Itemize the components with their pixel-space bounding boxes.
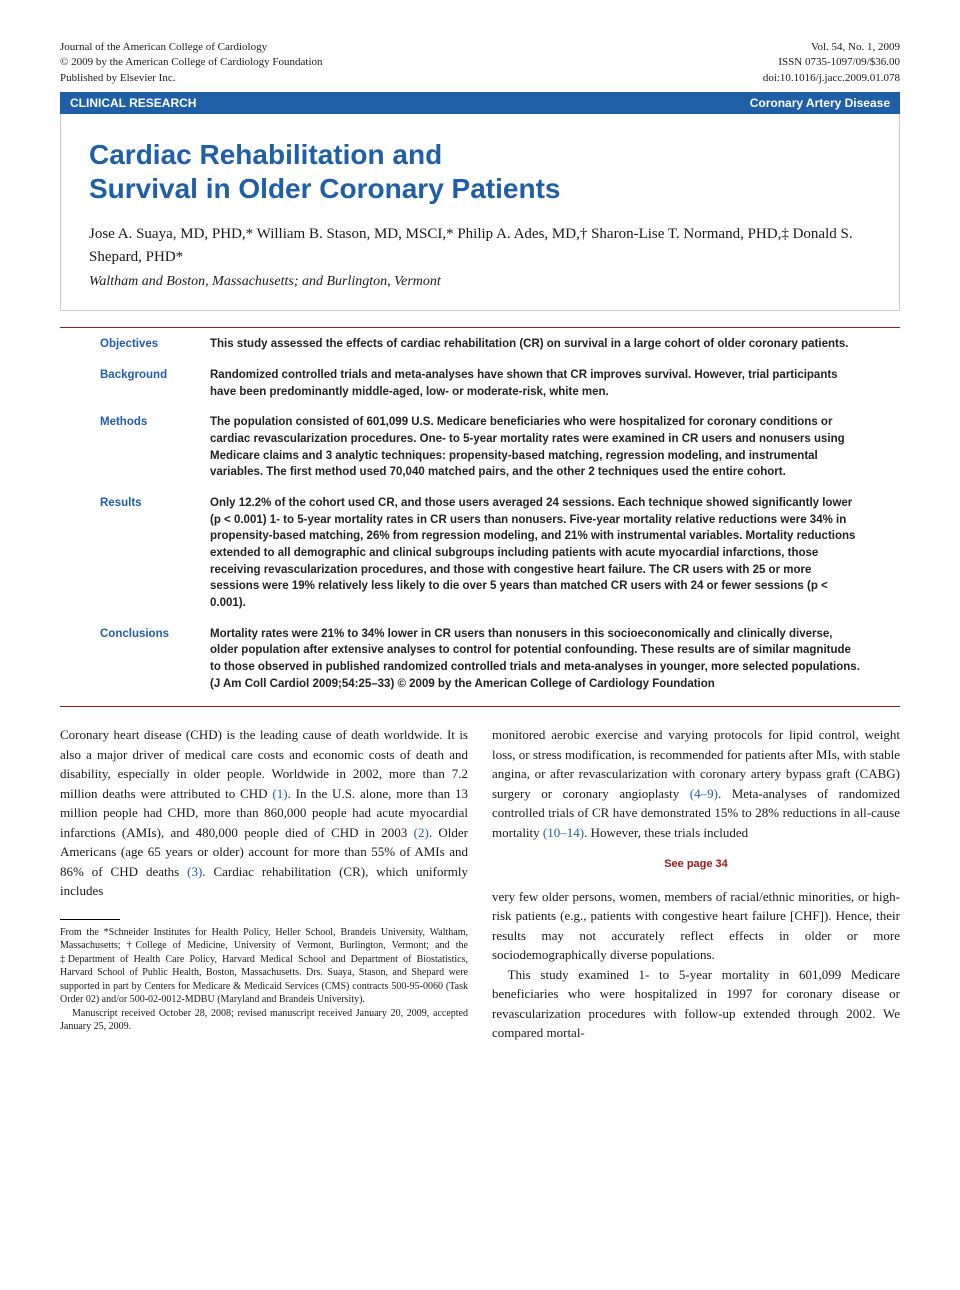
copyright-line: © 2009 by the American College of Cardio… xyxy=(60,55,323,70)
doi-line: doi:10.1016/j.jacc.2009.01.078 xyxy=(763,71,900,86)
ref-link[interactable]: (1) xyxy=(272,786,287,801)
article-title: Cardiac Rehabilitation and Survival in O… xyxy=(89,138,871,205)
masthead: Journal of the American College of Cardi… xyxy=(60,40,900,86)
divider-bottom xyxy=(60,706,900,707)
title-line-2: Survival in Older Coronary Patients xyxy=(89,173,560,204)
abstract-text: Only 12.2% of the cohort used CR, and th… xyxy=(210,495,860,612)
section-left: CLINICAL RESEARCH xyxy=(70,96,196,110)
body-paragraph: very few older persons, women, members o… xyxy=(492,887,900,965)
abstract-label: Background xyxy=(100,367,210,400)
journal-info: Journal of the American College of Cardi… xyxy=(60,40,323,86)
column-left: Coronary heart disease (CHD) is the lead… xyxy=(60,725,468,1043)
body-paragraph: Coronary heart disease (CHD) is the lead… xyxy=(60,725,468,901)
body-paragraph: This study examined 1- to 5-year mortali… xyxy=(492,965,900,1043)
title-panel: Cardiac Rehabilitation and Survival in O… xyxy=(60,114,900,311)
abstract-objectives: Objectives This study assessed the effec… xyxy=(100,336,860,353)
footnote-divider xyxy=(60,919,120,920)
publisher-line: Published by Elsevier Inc. xyxy=(60,71,323,86)
abstract-label: Methods xyxy=(100,414,210,481)
journal-name: Journal of the American College of Cardi… xyxy=(60,40,323,55)
divider-top xyxy=(60,327,900,328)
abstract-conclusions: Conclusions Mortality rates were 21% to … xyxy=(100,626,860,693)
see-page-callout[interactable]: See page 34 xyxy=(492,856,900,873)
affiliations: Waltham and Boston, Massachusetts; and B… xyxy=(89,274,871,290)
section-right: Coronary Artery Disease xyxy=(750,96,890,110)
abstract-label: Conclusions xyxy=(100,626,210,693)
ref-link[interactable]: (3) xyxy=(187,864,202,879)
title-line-1: Cardiac Rehabilitation and xyxy=(89,139,442,170)
abstract-text: This study assessed the effects of cardi… xyxy=(210,336,860,353)
body-paragraph: monitored aerobic exercise and varying p… xyxy=(492,725,900,842)
issue-info: Vol. 54, No. 1, 2009 ISSN 0735-1097/09/$… xyxy=(763,40,900,86)
abstract-label: Objectives xyxy=(100,336,210,353)
ref-link[interactable]: (2) xyxy=(414,825,429,840)
column-right: monitored aerobic exercise and varying p… xyxy=(492,725,900,1043)
abstract-background: Background Randomized controlled trials … xyxy=(100,367,860,400)
ref-link[interactable]: (4–9) xyxy=(690,786,718,801)
footnote-dates: Manuscript received October 28, 2008; re… xyxy=(60,1007,468,1034)
authors-list: Jose A. Suaya, MD, PHD,* William B. Stas… xyxy=(89,223,871,268)
section-bar: CLINICAL RESEARCH Coronary Artery Diseas… xyxy=(60,92,900,114)
footnote-affiliation: From the *Schneider Institutes for Healt… xyxy=(60,926,468,1007)
body-columns: Coronary heart disease (CHD) is the lead… xyxy=(60,725,900,1043)
ref-link[interactable]: (10–14) xyxy=(543,825,584,840)
abstract-text: Randomized controlled trials and meta-an… xyxy=(210,367,860,400)
abstract-results: Results Only 12.2% of the cohort used CR… xyxy=(100,495,860,612)
issn-line: ISSN 0735-1097/09/$36.00 xyxy=(763,55,900,70)
abstract-label: Results xyxy=(100,495,210,612)
structured-abstract: Objectives This study assessed the effec… xyxy=(60,336,900,692)
abstract-text: Mortality rates were 21% to 34% lower in… xyxy=(210,626,860,693)
abstract-methods: Methods The population consisted of 601,… xyxy=(100,414,860,481)
volume-line: Vol. 54, No. 1, 2009 xyxy=(763,40,900,55)
abstract-text: The population consisted of 601,099 U.S.… xyxy=(210,414,860,481)
